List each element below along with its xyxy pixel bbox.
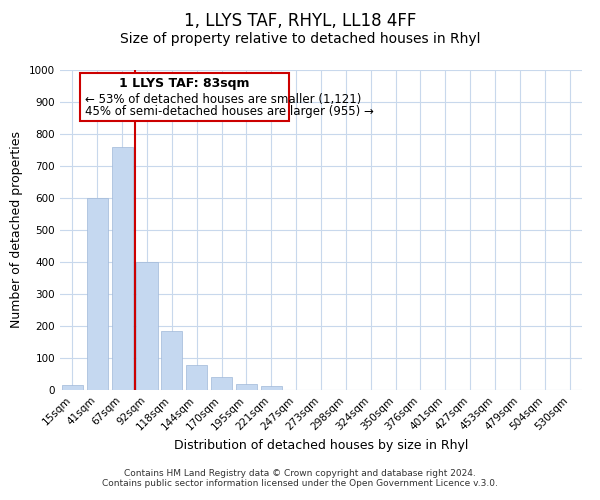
Bar (261, 386, 282, 390)
Bar (87, 198, 108, 390)
Text: Size of property relative to detached houses in Rhyl: Size of property relative to detached ho… (120, 32, 480, 46)
Bar (186, 365, 207, 390)
FancyBboxPatch shape (80, 73, 289, 121)
Text: ← 53% of detached houses are smaller (1,121): ← 53% of detached houses are smaller (1,… (85, 93, 361, 106)
Bar (62, 385, 83, 390)
Text: 1 LLYS TAF: 83sqm: 1 LLYS TAF: 83sqm (119, 78, 250, 90)
Bar (236, 384, 257, 390)
Text: 45% of semi-detached houses are larger (955) →: 45% of semi-detached houses are larger (… (85, 105, 374, 118)
Text: Contains HM Land Registry data © Crown copyright and database right 2024.: Contains HM Land Registry data © Crown c… (124, 468, 476, 477)
Bar (211, 377, 232, 390)
Bar (161, 331, 182, 390)
X-axis label: Distribution of detached houses by size in Rhyl: Distribution of detached houses by size … (174, 438, 468, 452)
Y-axis label: Number of detached properties: Number of detached properties (10, 132, 23, 328)
Text: 1, LLYS TAF, RHYL, LL18 4FF: 1, LLYS TAF, RHYL, LL18 4FF (184, 12, 416, 30)
Bar (136, 262, 158, 390)
Text: Contains public sector information licensed under the Open Government Licence v.: Contains public sector information licen… (102, 478, 498, 488)
Bar (112, 147, 133, 390)
